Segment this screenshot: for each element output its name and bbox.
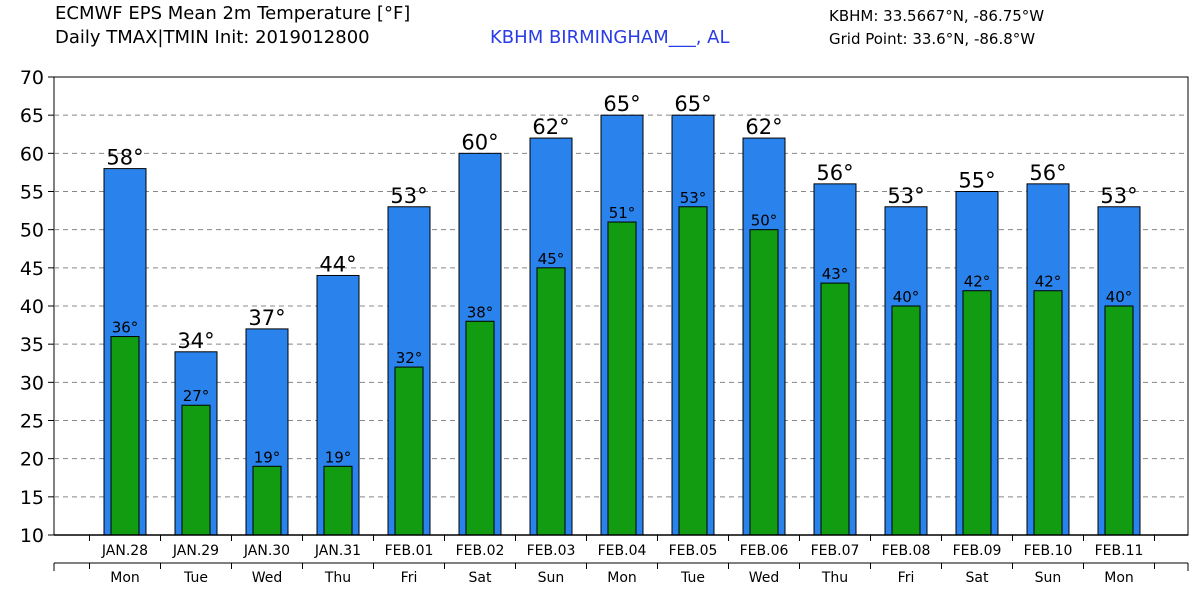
x-tick-label-weekday: Sun xyxy=(1035,570,1062,586)
x-tick-label-weekday: Wed xyxy=(252,570,283,586)
x-tick-label-weekday: Sun xyxy=(538,570,565,586)
station-coordinates: KBHM: 33.5667°N, -86.75°W xyxy=(829,7,1045,25)
tmin-bar xyxy=(678,206,708,536)
tmin-label: 32° xyxy=(396,349,423,367)
tmax-label: 65° xyxy=(674,92,711,116)
x-tick-label-date: FEB.04 xyxy=(598,543,647,559)
y-tick-label: 35 xyxy=(20,334,44,356)
tmin-bar xyxy=(465,320,495,536)
tmin-bar xyxy=(891,305,921,536)
x-tick-label-weekday: Fri xyxy=(898,570,915,586)
tmin-bar xyxy=(749,229,779,536)
tmin-label: 51° xyxy=(609,204,636,222)
x-tick-label-weekday: Thu xyxy=(821,570,848,586)
x-tick-label-weekday: Mon xyxy=(110,570,140,586)
tmin-bar xyxy=(323,465,353,536)
tmin-bar xyxy=(252,465,282,536)
grid-point-coordinates: Grid Point: 33.6°N, -86.8°W xyxy=(829,30,1036,48)
x-tick-label-date: JAN.30 xyxy=(243,543,290,559)
tmax-label: 56° xyxy=(816,161,853,185)
tmax-label: 62° xyxy=(745,115,782,139)
y-tick-label: 70 xyxy=(20,67,44,89)
x-tick-label-date: FEB.06 xyxy=(740,543,789,559)
tmin-label: 42° xyxy=(964,273,991,291)
tmax-label: 60° xyxy=(461,130,498,154)
y-tick-label: 10 xyxy=(20,525,44,547)
chart-title: ECMWF EPS Mean 2m Temperature [°F] xyxy=(55,3,411,24)
x-tick-label-weekday: Fri xyxy=(401,570,418,586)
x-tick-label-weekday: Tue xyxy=(680,570,705,586)
y-tick-label: 40 xyxy=(20,296,44,318)
tmin-bar xyxy=(110,336,140,536)
x-tick-label-date: FEB.07 xyxy=(811,543,860,559)
y-tick-label: 45 xyxy=(20,258,44,280)
tmin-label: 38° xyxy=(467,303,494,321)
station-name: KBHM BIRMINGHAM___, AL xyxy=(490,27,730,48)
tmax-label: 62° xyxy=(532,115,569,139)
y-tick-label: 50 xyxy=(20,220,44,242)
tmax-label: 58° xyxy=(106,146,143,170)
tmin-label: 40° xyxy=(893,288,920,306)
tmin-label: 42° xyxy=(1035,273,1062,291)
tmax-label: 53° xyxy=(390,184,427,208)
x-tick-label-weekday: Sat xyxy=(966,570,989,586)
y-tick-label: 60 xyxy=(20,143,44,165)
chart-subtitle: Daily TMAX|TMIN Init: 2019012800 xyxy=(55,27,370,48)
tmax-label: 55° xyxy=(958,169,995,193)
y-tick-label: 15 xyxy=(20,487,44,509)
x-tick-label-weekday: Thu xyxy=(324,570,351,586)
tmin-bar xyxy=(962,290,992,536)
x-tick-label-weekday: Mon xyxy=(607,570,637,586)
x-tick-label-weekday: Sat xyxy=(469,570,492,586)
x-tick-label-date: FEB.03 xyxy=(527,543,576,559)
tmin-bar xyxy=(1033,290,1063,536)
tmax-label: 53° xyxy=(887,184,924,208)
tmin-label: 40° xyxy=(1106,288,1133,306)
tmin-bar xyxy=(394,366,424,536)
x-tick-label-weekday: Mon xyxy=(1104,570,1134,586)
x-tick-label-weekday: Tue xyxy=(183,570,208,586)
tmax-label: 56° xyxy=(1029,161,1066,185)
y-tick-label: 20 xyxy=(20,449,44,471)
x-tick-label-date: FEB.10 xyxy=(1024,543,1073,559)
y-tick-label: 25 xyxy=(20,411,44,433)
x-tick-label-date: JAN.29 xyxy=(172,543,219,559)
y-tick-label: 55 xyxy=(20,182,44,204)
tmax-label: 65° xyxy=(603,92,640,116)
x-tick-label-date: FEB.05 xyxy=(669,543,718,559)
x-tick-label-weekday: Wed xyxy=(749,570,780,586)
tmax-label: 37° xyxy=(248,306,285,330)
tmin-label: 19° xyxy=(254,448,281,466)
tmax-label: 44° xyxy=(319,252,356,276)
tmin-label: 43° xyxy=(822,265,849,283)
tmin-label: 36° xyxy=(112,319,139,337)
x-tick-label-date: FEB.02 xyxy=(456,543,505,559)
tmax-label: 34° xyxy=(177,329,214,353)
x-tick-label-date: JAN.28 xyxy=(101,543,148,559)
tmin-label: 45° xyxy=(538,250,565,268)
tmin-label: 53° xyxy=(680,189,707,207)
y-tick-label: 30 xyxy=(20,372,44,394)
tmin-label: 27° xyxy=(183,387,210,405)
tmin-bar xyxy=(820,282,850,536)
tmin-bar xyxy=(536,267,566,536)
y-tick-label: 65 xyxy=(20,105,44,127)
tmin-label: 19° xyxy=(325,448,352,466)
x-tick-label-date: FEB.09 xyxy=(953,543,1002,559)
x-tick-label-date: JAN.31 xyxy=(314,543,361,559)
x-tick-label-date: FEB.08 xyxy=(882,543,931,559)
x-tick-label-date: FEB.11 xyxy=(1095,543,1144,559)
tmin-bar xyxy=(607,221,637,536)
x-tick-label-date: FEB.01 xyxy=(385,543,434,559)
tmax-label: 53° xyxy=(1100,184,1137,208)
tmin-bar xyxy=(181,404,211,536)
tmin-label: 50° xyxy=(751,212,778,230)
tmin-bar xyxy=(1104,305,1134,536)
